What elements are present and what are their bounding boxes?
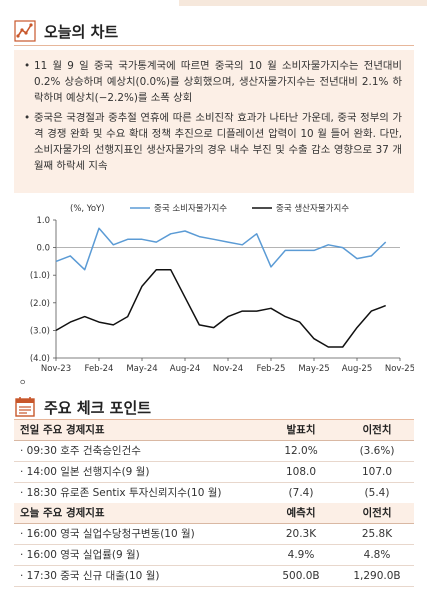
y-tick-label: (3.0) — [30, 326, 50, 336]
y-tick-label: (1.0) — [30, 271, 50, 281]
value-cell: 108.0 — [262, 461, 338, 483]
x-tick-label: Nov-24 — [213, 364, 243, 374]
legend-label: 중국 생산자물가지수 — [276, 203, 349, 214]
x-tick-label: May-24 — [126, 364, 157, 374]
legend-label: 중국 소비자물가지수 — [154, 204, 227, 214]
value-cell: 4.8% — [338, 544, 414, 566]
checkpoint-section-title: 주요 체크 포인트 — [44, 398, 152, 417]
chart-trend-icon — [14, 20, 36, 42]
summary-text: 11 월 9 일 중국 국가통계국에 따르면 중국의 10 월 소비자물가지수는… — [34, 60, 402, 104]
x-tick-label: Aug-24 — [170, 364, 200, 374]
table-header: 이전치 — [338, 503, 414, 524]
indicator-cell: · 16:00 영국 실업수당청구변동(10 월) — [14, 523, 262, 545]
indicator-cell: · 16:00 영국 실업률(9 월) — [14, 544, 262, 566]
value-cell: 12.0% — [262, 440, 338, 462]
indicator-cell: · 09:30 호주 건축승인건수 — [14, 440, 262, 462]
table-row: · 18:30 유로존 Sentix 투자신뢰지수(10 월) (7.4) (5… — [14, 482, 414, 504]
x-tick-label: Nov-25 — [385, 364, 414, 374]
table-row: · 17:30 중국 신규 대출(10 월) 500.0B 1,290.0B — [14, 565, 414, 587]
table-header: 이전치 — [338, 420, 414, 441]
x-tick-label: May-25 — [298, 364, 329, 374]
indicator-cell: · 17:30 중국 신규 대출(10 월) — [14, 565, 262, 587]
table-row: · 09:30 호주 건축승인건수 12.0% (3.6%) — [14, 440, 414, 462]
today-indicators-table: 오늘 주요 경제지표 예측치 이전치 · 16:00 영국 실업수당청구변동(1… — [14, 503, 414, 587]
value-cell: 20.3K — [262, 523, 338, 545]
value-cell: 4.9% — [262, 544, 338, 566]
summary-box: • 11 월 9 일 중국 국가통계국에 따르면 중국의 10 월 소비자물가지수… — [14, 50, 414, 193]
table-row: · 14:00 일본 선행지수(9 월) 108.0 107.0 — [14, 461, 414, 483]
table-row: · 16:00 영국 실업률(9 월) 4.9% 4.8% — [14, 544, 414, 566]
value-cell: (3.6%) — [338, 440, 414, 462]
value-cell: 25.8K — [338, 523, 414, 545]
value-cell: 107.0 — [338, 461, 414, 483]
series-line — [55, 268, 386, 348]
previous-indicators-table: 전일 주요 경제지표 발표치 이전치 · 09:30 호주 건축승인건수 12.… — [14, 420, 414, 504]
unit-label: (%, YoY) — [70, 204, 105, 214]
y-tick-label: 0.0 — [36, 244, 50, 254]
line-chart: 1.0 0.0 (1.0) (2.0) (3.0) (4.0) Nov-23 Feb-24 Ma… — [14, 196, 414, 376]
value-cell: 500.0B — [262, 565, 338, 587]
table-header-row: 전일 주요 경제지표 발표치 이전치 — [14, 420, 414, 441]
top-tab — [179, 0, 427, 6]
chart-section-header: 오늘의 차트 — [14, 20, 118, 42]
table-row: · 16:00 영국 실업수당청구변동(10 월) 20.3K 25.8K — [14, 523, 414, 545]
indicator-cell: · 18:30 유로존 Sentix 투자신뢰지수(10 월) — [14, 482, 262, 504]
value-cell: 1,290.0B — [338, 565, 414, 587]
indicator-cell: · 14:00 일본 선행지수(9 월) — [14, 461, 262, 483]
table-header-row: 오늘 주요 경제지표 예측치 이전치 — [14, 503, 414, 524]
summary-bullet: • 중국은 국경절과 중추절 연휴에 따른 소비진작 효과가 나타난 가운데, 중… — [24, 112, 402, 172]
y-tick-label: (4.0) — [30, 354, 50, 364]
section-divider — [14, 419, 414, 420]
x-tick-label: Aug-25 — [342, 364, 372, 374]
calendar-icon — [15, 397, 35, 417]
x-tick-label: Feb-24 — [85, 364, 114, 374]
chart-section-title: 오늘의 차트 — [44, 22, 119, 41]
table-header: 오늘 주요 경제지표 — [14, 503, 262, 524]
summary-text: 중국은 국경절과 중추절 연휴에 따른 소비진작 효과가 나타난 가운데, 중국… — [34, 112, 402, 172]
table-header: 발표치 — [262, 420, 338, 441]
x-tick-label: Nov-23 — [41, 364, 71, 374]
summary-bullet: • 11 월 9 일 중국 국가통계국에 따르면 중국의 10 월 소비자물가지수… — [24, 60, 402, 104]
table-header: 예측치 — [262, 503, 338, 524]
small-mark: ㅇ — [19, 378, 27, 387]
y-tick-label: 1.0 — [36, 216, 50, 226]
x-tick-label: Feb-25 — [257, 364, 286, 374]
value-cell: (5.4) — [338, 482, 414, 504]
top-strip — [0, 0, 427, 6]
table-header: 전일 주요 경제지표 — [14, 420, 262, 441]
y-tick-label: (2.0) — [30, 299, 50, 309]
checkpoint-section-header: 주요 체크 포인트 — [14, 396, 151, 418]
series-line — [55, 227, 387, 271]
line-chart-svg: 1.0 0.0 (1.0) (2.0) (3.0) (4.0)Nov-23 Feb-24 Ma… — [30, 203, 414, 374]
section-divider — [14, 45, 414, 46]
value-cell: (7.4) — [262, 482, 338, 504]
